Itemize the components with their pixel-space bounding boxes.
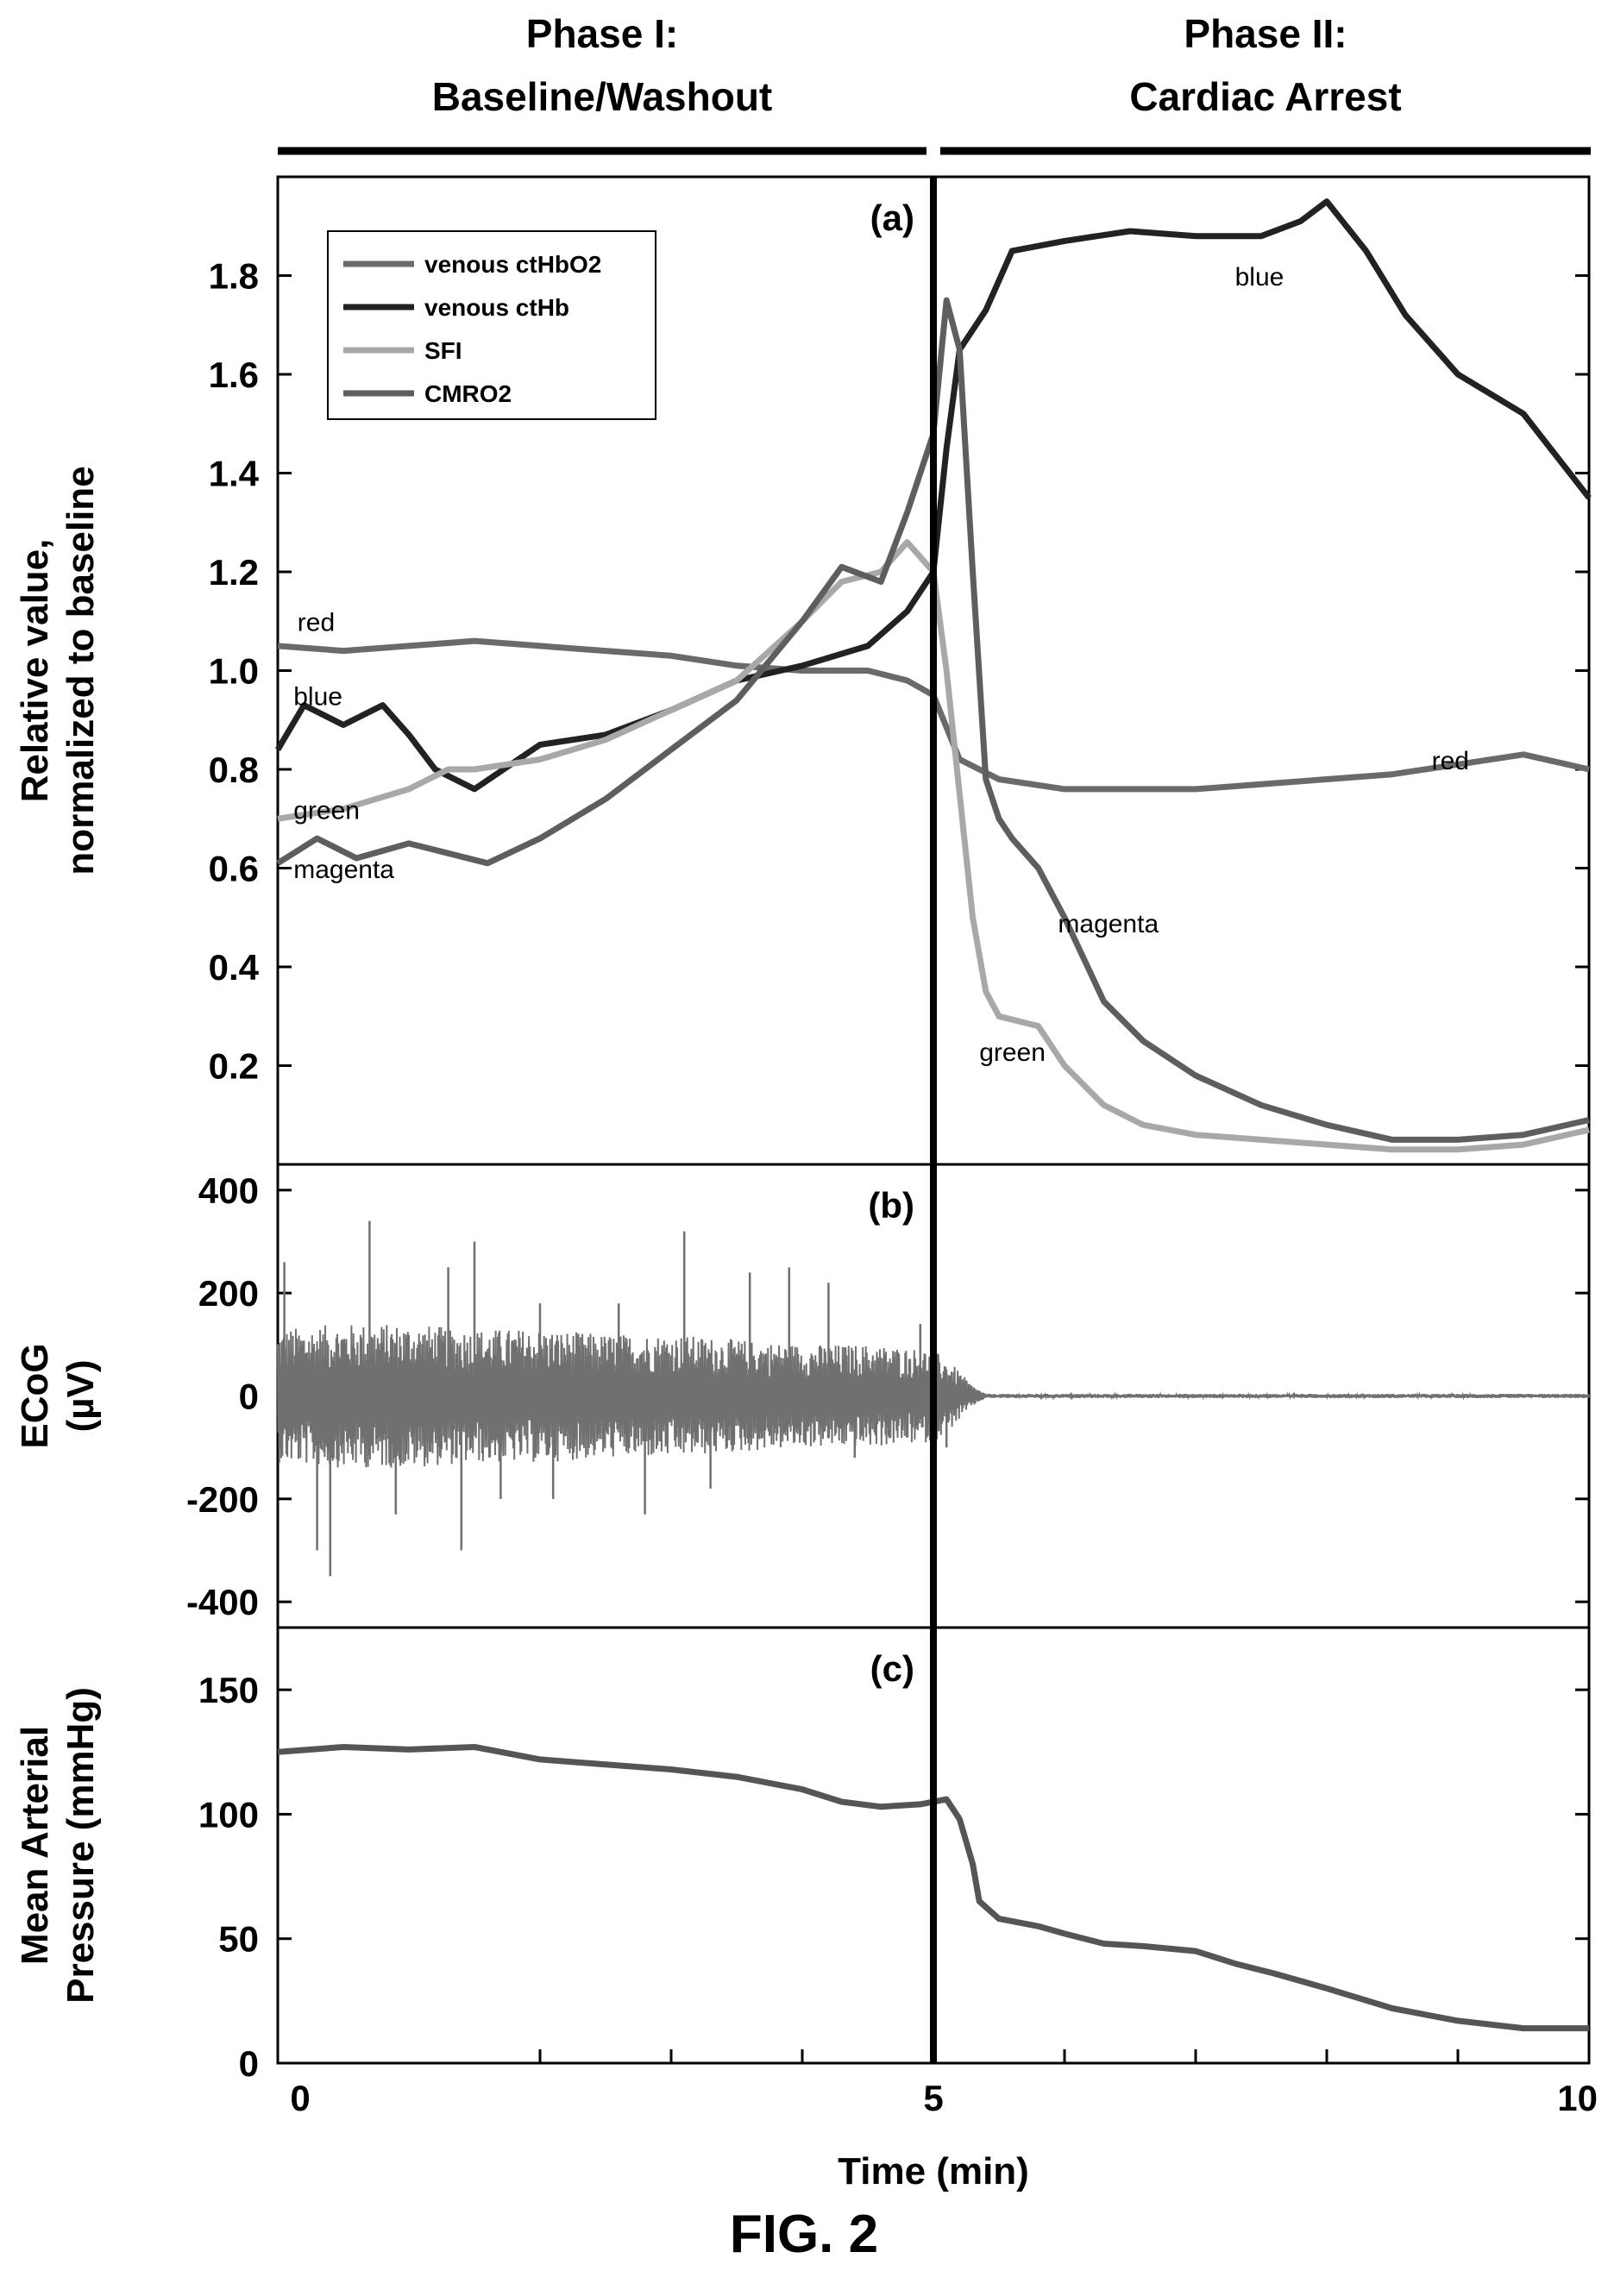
ylabel-c-1: Pressure (mmHg) — [60, 1687, 102, 2004]
ytick-label-a-6: 1.4 — [209, 454, 260, 494]
series-magenta-line — [276, 297, 1590, 1143]
ytick-label-b-1: -200 — [186, 1479, 259, 1520]
ytick-label-a-1: 0.4 — [209, 947, 260, 988]
panel-b: -400 -200 0 200 400 ECoG (µV) (b) — [14, 1163, 1591, 1629]
series-map-line — [277, 1744, 1589, 2032]
phase-subtitle-2: Cardiac Arrest — [1129, 74, 1401, 119]
phase-title-2: Phase II: — [1184, 11, 1347, 56]
ytick-label-a-0: 0.2 — [209, 1046, 259, 1087]
ytick-label-b-0: -400 — [186, 1582, 259, 1622]
xtick-label-9: 10 — [1557, 2078, 1598, 2118]
panel-label-a: (a) — [870, 198, 914, 238]
series-blue-line — [274, 198, 1592, 793]
series-green-line — [277, 539, 1590, 1153]
xlabel-time: Time (min) — [838, 2150, 1029, 2192]
ytick-label-c-0: 0 — [239, 2043, 259, 2084]
ylabel-a-0: Relative value, — [14, 539, 56, 803]
annotation-magenta-6: magenta — [1058, 910, 1159, 938]
ytick-label-a-2: 0.6 — [209, 849, 259, 889]
legend-label-blue: venous ctHb — [424, 294, 569, 321]
ytick-label-a-8: 1.8 — [209, 256, 259, 297]
annotation-green-2: green — [293, 796, 360, 825]
figure-label: FIG. 2 — [729, 2205, 879, 2264]
annotation-red-0: red — [298, 609, 335, 637]
panel-label-c: (c) — [870, 1648, 914, 1689]
ytick-label-c-3: 150 — [198, 1670, 259, 1710]
annotation-blue-1: blue — [293, 683, 342, 712]
annotation-blue-4: blue — [1235, 263, 1285, 292]
ytick-label-b-2: 0 — [239, 1377, 259, 1417]
ylabel-b-1: (µV) — [60, 1359, 102, 1432]
ylabel-b-0: ECoG — [14, 1343, 56, 1448]
legend-label-magenta: CMRO2 — [424, 380, 512, 407]
ylabel-c-0: Mean Arterial — [14, 1726, 56, 1965]
xtick-label-4: 5 — [923, 2078, 943, 2118]
annotation-green-7: green — [979, 1038, 1046, 1067]
ytick-label-a-3: 0.8 — [209, 750, 259, 790]
ylabel-a-1: normalized to baseline — [60, 466, 102, 875]
phase-subtitle-1: Baseline/Washout — [432, 74, 772, 119]
ytick-label-a-5: 1.2 — [209, 552, 259, 593]
annotation-magenta-3: magenta — [293, 856, 394, 884]
ytick-label-b-4: 400 — [198, 1170, 259, 1211]
panel-a: 0.2 0.4 0.6 0.8 1.0 1.2 1.4 1.6 1.8 Relative valu… — [14, 175, 1592, 1166]
legend-label-red: venous ctHbO2 — [424, 251, 601, 278]
ytick-label-a-4: 1.0 — [209, 651, 259, 692]
ytick-label-c-1: 50 — [218, 1919, 259, 1960]
legend-label-green: SFI — [424, 337, 462, 364]
xtick-label-0: 0 — [290, 2078, 310, 2118]
ytick-label-a-7: 1.6 — [209, 354, 259, 395]
phase-title-1: Phase I: — [526, 11, 678, 56]
ytick-label-b-3: 200 — [198, 1273, 259, 1314]
panel-label-b: (b) — [868, 1185, 914, 1226]
ytick-label-c-2: 100 — [198, 1794, 259, 1835]
annotation-red-5: red — [1432, 747, 1469, 775]
